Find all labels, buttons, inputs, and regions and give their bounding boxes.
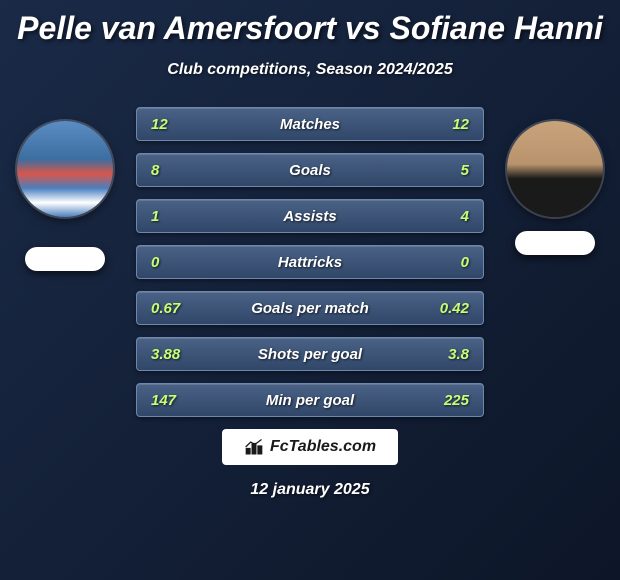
stat-row: 147 Min per goal 225 [136,383,484,417]
stat-row: 8 Goals 5 [136,153,484,187]
stat-right-value: 5 [429,162,469,179]
stat-right-value: 4 [429,208,469,225]
stat-row: 0 Hattricks 0 [136,245,484,279]
date-label: 12 january 2025 [250,481,369,499]
stat-left-value: 1 [151,208,191,225]
stat-label: Matches [280,116,340,133]
stat-label: Min per goal [266,392,354,409]
chart-icon [244,437,264,457]
stat-label: Goals [289,162,331,179]
player-right-column [500,107,610,255]
stat-label: Assists [283,208,336,225]
stats-column: 12 Matches 12 8 Goals 5 1 Assists 4 0 Ha… [120,107,500,417]
stat-right-value: 0 [429,254,469,271]
stat-left-value: 0 [151,254,191,271]
stat-right-value: 12 [429,116,469,133]
stat-left-value: 8 [151,162,191,179]
stat-row: 3.88 Shots per goal 3.8 [136,337,484,371]
player-right-avatar [507,121,603,217]
player-right-team-pill [515,231,595,255]
stat-left-value: 0.67 [151,300,191,317]
stat-right-value: 0.42 [429,300,469,317]
stat-label: Goals per match [251,300,369,317]
stat-row: 12 Matches 12 [136,107,484,141]
stat-left-value: 3.88 [151,346,191,363]
stat-left-value: 147 [151,392,191,409]
brand-label: FcTables.com [270,438,376,456]
brand-box[interactable]: FcTables.com [222,429,398,465]
player-left-column [10,107,120,271]
stat-row: 1 Assists 4 [136,199,484,233]
stat-label: Shots per goal [258,346,362,363]
content-row: 12 Matches 12 8 Goals 5 1 Assists 4 0 Ha… [0,107,620,417]
stat-right-value: 225 [429,392,469,409]
subtitle: Club competitions, Season 2024/2025 [0,61,620,79]
stat-row: 0.67 Goals per match 0.42 [136,291,484,325]
player-left-avatar [17,121,113,217]
infographic-container: Pelle van Amersfoort vs Sofiane Hanni Cl… [0,0,620,499]
page-title: Pelle van Amersfoort vs Sofiane Hanni [0,10,620,47]
stat-right-value: 3.8 [429,346,469,363]
stat-label: Hattricks [278,254,342,271]
footer: FcTables.com 12 january 2025 [0,429,620,499]
player-left-team-pill [25,247,105,271]
stat-left-value: 12 [151,116,191,133]
